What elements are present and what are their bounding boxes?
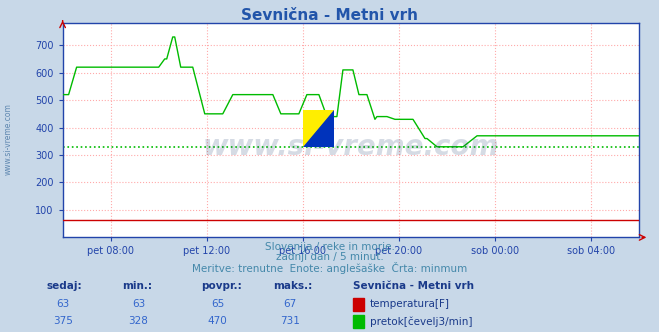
Text: 328: 328 — [129, 316, 148, 326]
Text: Slovenija / reke in morje.: Slovenija / reke in morje. — [264, 242, 395, 252]
Text: Sevnična - Metni vrh: Sevnična - Metni vrh — [353, 281, 474, 290]
Text: 63: 63 — [56, 299, 69, 309]
Text: pretok[čevelj3/min]: pretok[čevelj3/min] — [370, 316, 473, 327]
Text: 63: 63 — [132, 299, 145, 309]
Text: maks.:: maks.: — [273, 281, 313, 290]
Text: www.si-vreme.com: www.si-vreme.com — [203, 133, 499, 161]
Text: Meritve: trenutne  Enote: anglešaške  Črta: minmum: Meritve: trenutne Enote: anglešaške Črta… — [192, 262, 467, 274]
Text: 375: 375 — [53, 316, 72, 326]
Text: 470: 470 — [208, 316, 227, 326]
Text: min.:: min.: — [122, 281, 152, 290]
Text: temperatura[F]: temperatura[F] — [370, 299, 449, 309]
Text: sedaj:: sedaj: — [46, 281, 82, 290]
Text: www.si-vreme.com: www.si-vreme.com — [4, 104, 13, 175]
Polygon shape — [303, 110, 335, 147]
Text: povpr.:: povpr.: — [201, 281, 242, 290]
Text: zadnji dan / 5 minut.: zadnji dan / 5 minut. — [275, 252, 384, 262]
Text: 65: 65 — [211, 299, 224, 309]
Text: Sevnična - Metni vrh: Sevnična - Metni vrh — [241, 8, 418, 23]
Text: 67: 67 — [283, 299, 297, 309]
Text: 731: 731 — [280, 316, 300, 326]
Polygon shape — [303, 110, 335, 147]
